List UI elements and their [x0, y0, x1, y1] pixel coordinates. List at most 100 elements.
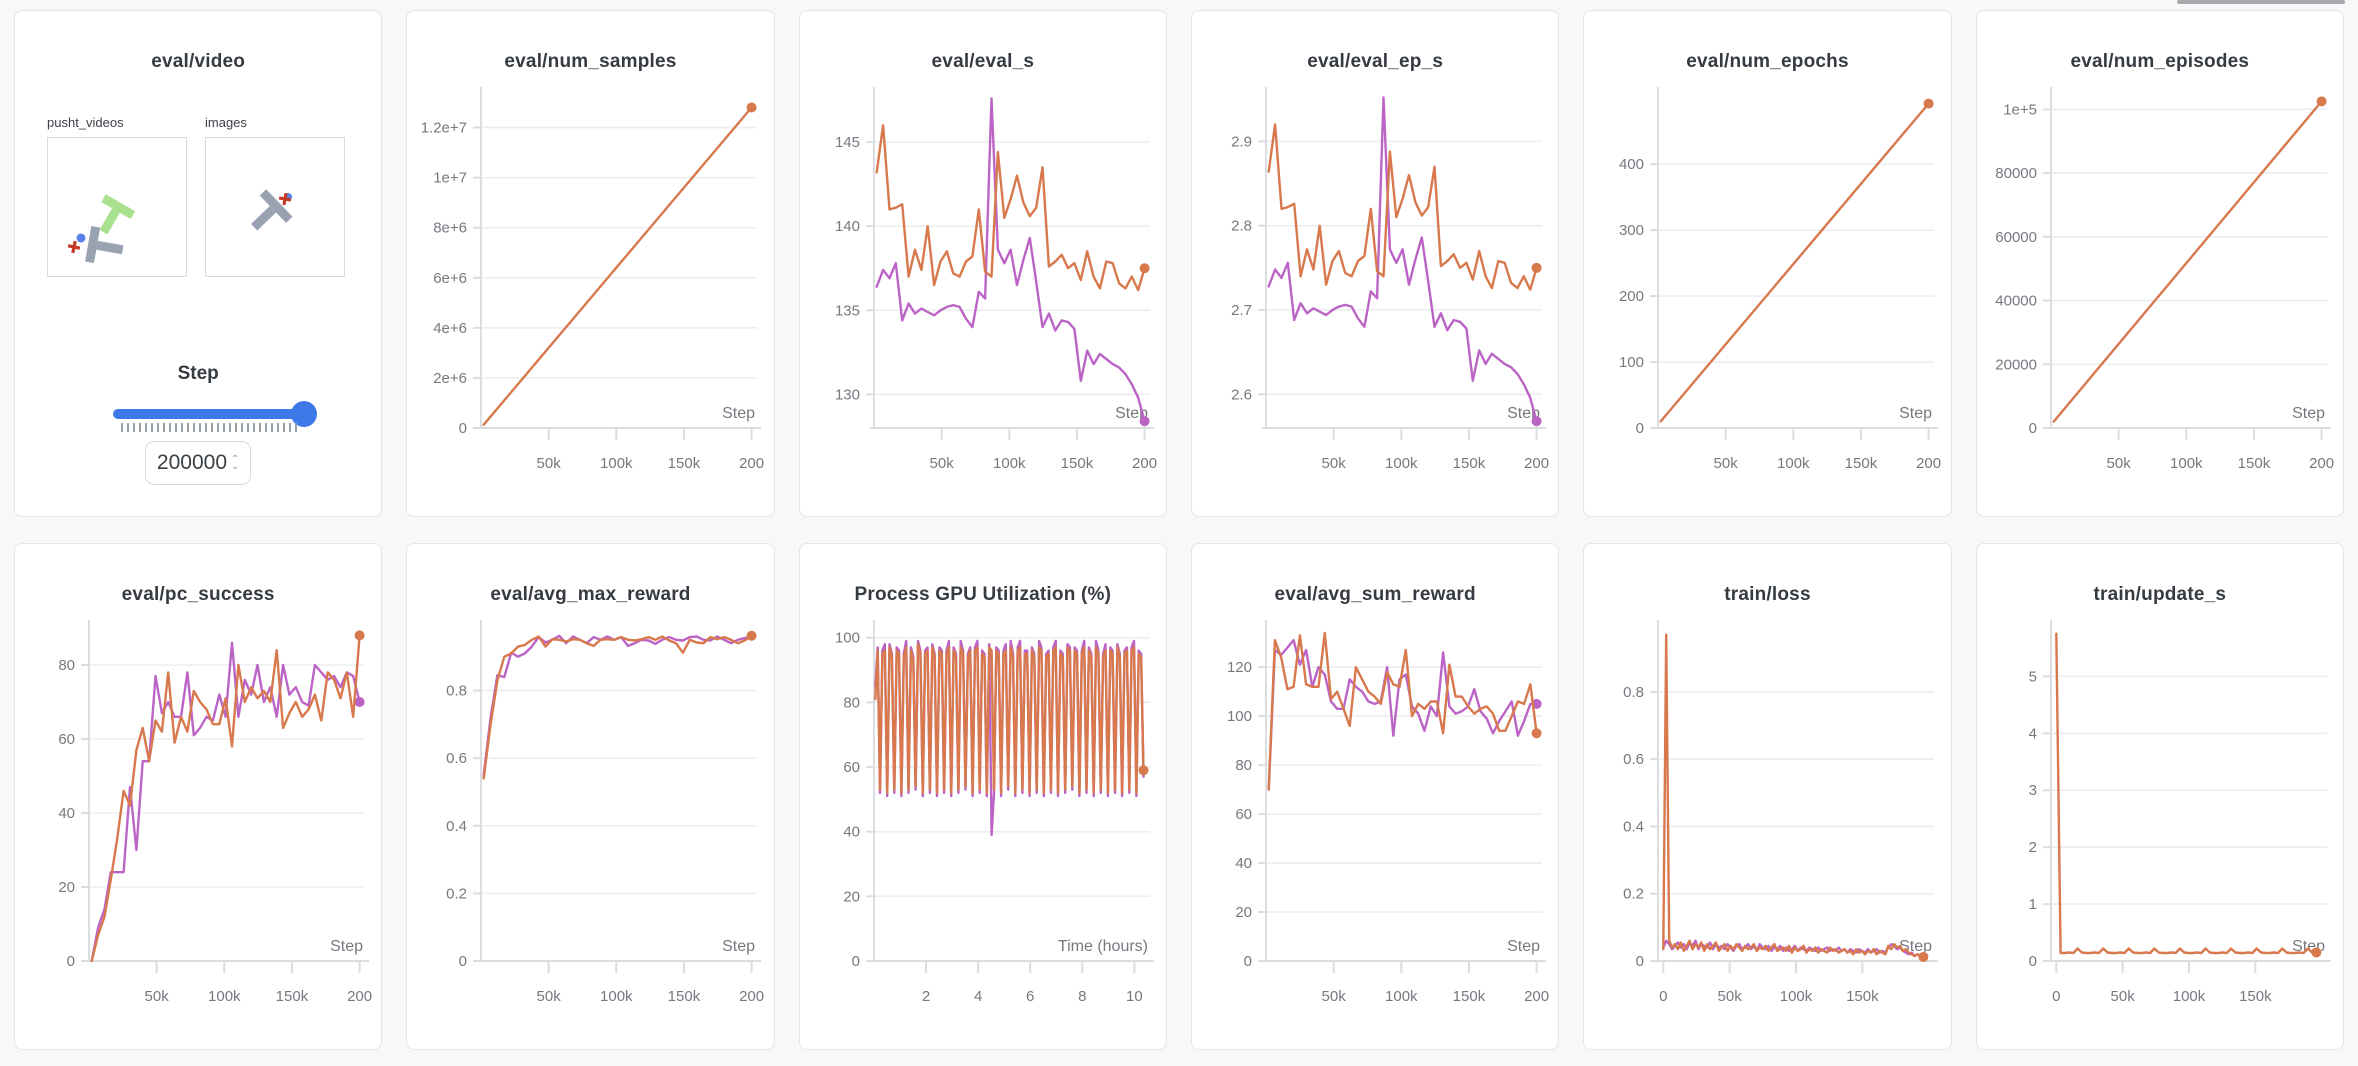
- panel-eval-avg-sum-reward: eval/avg_sum_reward 0 20 40 60 80 100 120 50k 100…: [1191, 543, 1560, 1050]
- y-tick-label: 40: [843, 824, 860, 841]
- panel-train-loss: train/loss 0 0.2 0.4 0.6 0.8 0 50k 100k 150k Step: [1583, 543, 1952, 1050]
- y-tick-label: 40000: [1995, 293, 2037, 310]
- step-slider-title: Step: [177, 363, 219, 384]
- x-tick-label: 50k: [1322, 988, 1347, 1005]
- series-line-run-orange: [482, 106, 754, 426]
- step-number-input[interactable]: 200000 ⌃ ⌄: [145, 441, 252, 485]
- x-tick-label: 50k: [145, 988, 170, 1005]
- series-line-run-orange: [2052, 100, 2323, 423]
- y-tick-label: 0.4: [1624, 818, 1645, 835]
- images-thumbnail[interactable]: [205, 137, 345, 277]
- y-tick-label: 0: [67, 953, 75, 970]
- chart-plot-area[interactable]: 2.6 2.7 2.8 2.9 50k 100k 150k 200 Step: [1192, 73, 1558, 510]
- chart-plot-area[interactable]: 0 100 200 300 400 50k 100k 150k 200 Step: [1584, 73, 1950, 510]
- y-tick-label: 140: [835, 218, 860, 235]
- panel-eval-pc-success: eval/pc_success 0 20 40 60 80 50k 100k 150k 200 St…: [14, 543, 383, 1050]
- y-tick-label: 80: [1235, 757, 1252, 774]
- x-tick-label: 150k: [2239, 988, 2272, 1005]
- x-tick-label: 200: [2309, 455, 2334, 472]
- x-tick-label: 100k: [1385, 988, 1418, 1005]
- series-line-run-orange: [1662, 633, 1926, 959]
- x-axis-label: Step: [1507, 938, 1540, 955]
- y-tick-label: 0: [2028, 953, 2036, 970]
- x-tick-label: 150k: [1845, 455, 1878, 472]
- y-tick-label: 0.2: [1624, 886, 1645, 903]
- y-tick-label: 40: [1235, 855, 1252, 872]
- y-tick-label: 6e+6: [434, 270, 468, 287]
- step-slider-ruler: [121, 423, 301, 432]
- x-axis-label: Time (hours): [1058, 938, 1148, 955]
- media-panel-body: pusht_videos: [15, 11, 381, 516]
- x-tick-label: 50k: [537, 988, 562, 1005]
- step-slider-thumb[interactable]: [291, 401, 317, 427]
- x-tick-label: 100k: [601, 455, 634, 472]
- agent-dot-icon: [76, 233, 86, 243]
- chart-plot-area[interactable]: 0 20000 40000 60000 80000 1e+5 50k 100k 150k 200 S…: [1977, 73, 2343, 510]
- series-line-run-orange: [1267, 123, 1538, 291]
- media-thumbnails: pusht_videos: [47, 115, 345, 277]
- chart-plot-area[interactable]: 0 0.2 0.4 0.6 0.8 50k 100k 150k 200 Step: [407, 606, 773, 1043]
- y-tick-label: 60: [58, 731, 75, 748]
- gray-t-block-icon: [251, 189, 293, 231]
- panel-process-gpu-utilization-: Process GPU Utilization (%) 0 20 40 60 80 100 2…: [798, 543, 1167, 1050]
- series-line-run-purple: [875, 97, 1146, 423]
- x-tick-label: 200: [740, 455, 765, 472]
- pusht-videos-item: pusht_videos: [47, 115, 187, 277]
- chart-plot-area[interactable]: 0 20 40 60 80 50k 100k 150k 200 Step: [15, 606, 381, 1043]
- chart-title: train/update_s: [2093, 584, 2227, 605]
- series-end-dot-run-purple: [1139, 416, 1150, 427]
- y-tick-label: 120: [1227, 659, 1252, 676]
- x-axis-label: Step: [330, 938, 363, 955]
- chart-title: eval/eval_ep_s: [1307, 51, 1444, 72]
- chart-plot-area[interactable]: 0 20 40 60 80 100 2 4 6 8 10 Time (hours): [800, 606, 1166, 1043]
- pusht-video-thumbnail[interactable]: [47, 137, 187, 277]
- horizontal-scrollbar-thumb[interactable]: [2177, 0, 2345, 4]
- media-panel-title: eval/video: [151, 51, 246, 72]
- y-tick-label: 40: [58, 805, 75, 822]
- x-tick-label: 8: [1078, 988, 1086, 1005]
- y-tick-label: 60: [843, 759, 860, 776]
- y-tick-label: 20: [1235, 904, 1252, 921]
- x-tick-label: 2: [922, 988, 930, 1005]
- y-tick-label: 5: [2028, 668, 2036, 685]
- panel-eval-avg-max-reward: eval/avg_max_reward 0 0.2 0.4 0.6 0.8 50k 100k 1…: [406, 543, 775, 1050]
- x-axis-label: Step: [723, 405, 756, 422]
- x-tick-label: 200: [347, 988, 372, 1005]
- series-line-run-orange: [875, 124, 1146, 292]
- x-tick-label: 200: [1132, 455, 1157, 472]
- y-tick-label: 0.6: [447, 750, 468, 767]
- x-tick-label: 150k: [668, 988, 701, 1005]
- x-tick-label: 100k: [1780, 988, 1813, 1005]
- series-line-run-orange: [873, 643, 1145, 795]
- chart-title: train/loss: [1724, 584, 1811, 605]
- x-tick-label: 10: [1126, 988, 1143, 1005]
- y-tick-label: 20: [843, 888, 860, 905]
- y-tick-label: 2.8: [1231, 218, 1252, 235]
- y-tick-label: 0: [851, 953, 859, 970]
- x-tick-label: 100k: [208, 988, 241, 1005]
- x-axis-label: Step: [1900, 405, 1933, 422]
- series-end-dot-run-orange: [1531, 728, 1542, 739]
- y-tick-label: 80: [58, 657, 75, 674]
- series-end-dot-run-orange: [2316, 96, 2327, 107]
- chart-title: eval/num_episodes: [2070, 51, 2250, 72]
- y-tick-label: 2.9: [1231, 133, 1252, 150]
- step-slider-track[interactable]: [113, 401, 317, 427]
- x-tick-label: 100k: [993, 455, 1026, 472]
- chart-plot-area[interactable]: 0 2e+6 4e+6 6e+6 8e+6 1e+7 1.2e+7 50k 100k 150k 20…: [407, 73, 773, 510]
- chart-title: eval/avg_max_reward: [490, 584, 691, 605]
- stepper-arrows-icon[interactable]: ⌃ ⌄: [231, 454, 240, 472]
- chart-plot-area[interactable]: 130 135 140 145 50k 100k 150k 200 Step: [800, 73, 1166, 510]
- x-tick-label: 50k: [929, 455, 954, 472]
- chart-plot-area[interactable]: 0 20 40 60 80 100 120 50k 100k 150k 200 Step: [1192, 606, 1558, 1043]
- x-tick-label: 50k: [1322, 455, 1347, 472]
- images-scene-image: [251, 189, 293, 231]
- images-label: images: [205, 115, 247, 130]
- x-tick-label: 100k: [2173, 988, 2206, 1005]
- series-line-run-purple: [90, 641, 361, 963]
- y-tick-label: 4e+6: [434, 320, 468, 337]
- panel-eval-num-episodes: eval/num_episodes 0 20000 40000 60000 80000 1e…: [1975, 10, 2344, 517]
- series-end-dot-run-orange: [1138, 765, 1149, 776]
